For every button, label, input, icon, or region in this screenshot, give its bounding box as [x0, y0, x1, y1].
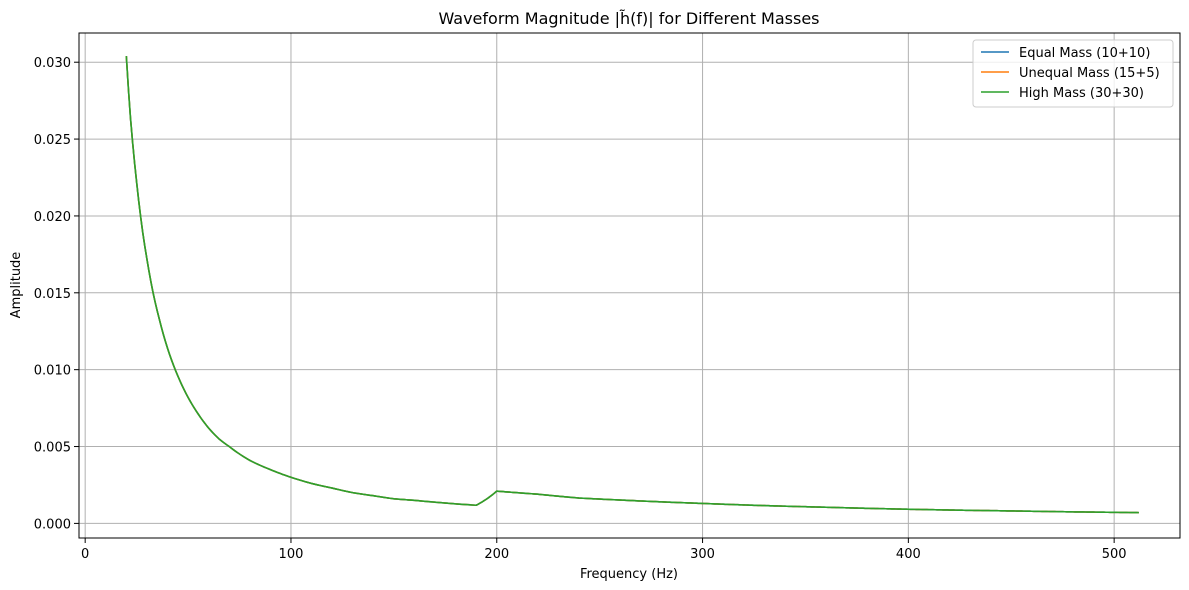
y-tick-label: 0.000 [34, 517, 71, 532]
legend: Equal Mass (10+10) Unequal Mass (15+5) Hig… [972, 39, 1174, 108]
y-tick-label: 0.030 [34, 56, 71, 71]
series-line-3 [125, 56, 1139, 514]
series-line-1 [125, 56, 1139, 514]
legend-label: Equal Mass (10+10) [1019, 46, 1150, 61]
x-axis-ticks: 0 100 200 300 400 500 [81, 538, 1127, 562]
y-tick-label: 0.015 [34, 287, 71, 302]
x-tick-label: 300 [690, 547, 715, 562]
series-layer [125, 56, 1139, 514]
legend-label: Unequal Mass (15+5) [1019, 66, 1160, 81]
legend-box [972, 39, 1174, 108]
x-tick-label: 100 [279, 547, 304, 562]
plot-area [78, 32, 1181, 539]
y-tick-label: 0.025 [34, 133, 71, 148]
y-tick-label: 0.020 [34, 210, 71, 225]
chart-title: Waveform Magnitude |h̃(f)| for Different… [438, 9, 819, 28]
x-tick-label: 500 [1102, 547, 1127, 562]
grid [79, 33, 1180, 538]
series-line-2 [125, 56, 1139, 514]
x-tick-label: 200 [484, 547, 509, 562]
y-axis-label: Amplitude [9, 252, 24, 319]
y-tick-label: 0.005 [34, 441, 71, 456]
x-tick-label: 400 [896, 547, 921, 562]
y-tick-label: 0.010 [34, 364, 71, 379]
y-axis-ticks: 0.000 0.005 0.010 0.015 0.020 0.025 0.030 [34, 56, 79, 532]
legend-label: High Mass (30+30) [1019, 86, 1144, 101]
x-axis-label: Frequency (Hz) [580, 567, 678, 582]
x-tick-label: 0 [81, 547, 89, 562]
